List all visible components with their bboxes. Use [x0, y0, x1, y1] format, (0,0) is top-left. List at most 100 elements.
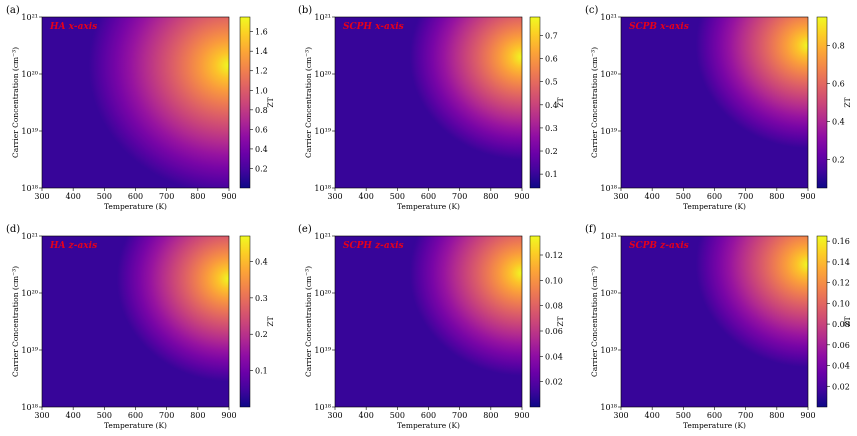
- x-tick-label: 700: [159, 411, 174, 420]
- colorbar-tick-label: 0.12: [545, 251, 563, 260]
- colorbar-tick-label: 0.7: [545, 31, 558, 40]
- colorbar-tick-label: 1.4: [255, 47, 268, 56]
- y-tick-label: 10²¹: [314, 13, 331, 22]
- colorbar-tick-label: 0.2: [255, 164, 268, 173]
- inset-title: SCPB z-axis: [629, 241, 689, 251]
- y-tick-label: 10²⁰: [600, 70, 617, 79]
- x-tick-label: 400: [359, 192, 374, 201]
- x-axis-label: Temperature (K): [104, 202, 167, 211]
- x-axis-label: Temperature (K): [683, 421, 746, 430]
- colorbar-tick-label: 0.1: [255, 367, 268, 376]
- x-tick-label: 400: [66, 411, 81, 420]
- colorbar-tick-label: 0.2: [545, 147, 558, 156]
- x-tick-label: 500: [97, 192, 112, 201]
- panel-f: (f) SCPB z-axis 300 400 500 600 700 800 900 10¹⁸ 1…: [585, 224, 852, 430]
- colorbar-tick-label: 0.02: [832, 382, 850, 391]
- x-tick-label: 900: [221, 192, 236, 201]
- panel-d: (d) HA z-axis 300 400 500 600 700 800 900 10¹⁸ 10¹…: [6, 224, 275, 430]
- panel-a: (a) HA x-axis 300 400 500 600 700 800 900 10¹⁸ 10¹…: [6, 5, 275, 211]
- panel-b: (b) SCPH x-axis 300 400 500 600 700 800 900 10¹⁸ 1…: [298, 5, 565, 211]
- colorbar-tick-label: 0.4: [255, 257, 268, 266]
- y-tick-label: 10²¹: [21, 13, 38, 22]
- y-tick-label: 10²⁰: [21, 289, 38, 298]
- colorbar-tick-label: 0.6: [832, 80, 845, 89]
- x-tick-label: 300: [34, 192, 49, 201]
- colorbar-tick-label: 0.16: [832, 237, 850, 246]
- colorbar-tick-label: 0.2: [255, 330, 268, 339]
- y-tick-label: 10²¹: [314, 232, 331, 241]
- colorbar: [529, 16, 541, 189]
- x-tick-label: 500: [390, 192, 405, 201]
- x-tick-label: 400: [645, 411, 660, 420]
- colorbar-label: ZT: [556, 97, 565, 107]
- heatmap-surface: [335, 17, 522, 188]
- colorbar-tick-label: 0.5: [545, 78, 558, 87]
- x-tick-label: 900: [514, 411, 529, 420]
- heatmap-surface: [42, 236, 229, 407]
- x-tick-label: 500: [676, 411, 691, 420]
- panel-e: (e) SCPH z-axis 300 400 500 600 700 800 900 10¹⁸ 1…: [298, 224, 565, 430]
- inset-title: HA z-axis: [49, 241, 97, 251]
- x-tick-label: 800: [190, 192, 205, 201]
- heatmap-surface: [621, 17, 808, 188]
- y-tick-label: 10²⁰: [21, 70, 38, 79]
- x-tick-label: 600: [128, 192, 143, 201]
- y-axis-label: Carrier Concentration (cm⁻³): [304, 266, 313, 377]
- x-tick-label: 700: [738, 192, 753, 201]
- x-tick-label: 300: [34, 411, 49, 420]
- colorbar-tick-label: 0.2: [832, 156, 845, 165]
- x-tick-label: 600: [421, 411, 436, 420]
- colorbar-tick-label: 0.6: [545, 55, 558, 64]
- x-tick-label: 600: [707, 192, 722, 201]
- panel-c: (c) SCPB x-axis 300 400 500 600 700 800 900 10¹⁸ 1…: [585, 5, 852, 211]
- x-tick-label: 300: [613, 411, 628, 420]
- x-tick-label: 900: [221, 411, 236, 420]
- x-tick-label: 800: [769, 192, 784, 201]
- panel-label: (c): [585, 5, 599, 16]
- y-tick-label: 10²¹: [21, 232, 38, 241]
- y-tick-label: 10²⁰: [314, 70, 331, 79]
- colorbar-label: ZT: [266, 316, 275, 326]
- inset-title: SCPB x-axis: [629, 22, 689, 32]
- y-tick-label: 10¹⁹: [600, 127, 617, 136]
- colorbar: [816, 235, 828, 408]
- y-tick-label: 10¹⁹: [21, 127, 38, 136]
- x-tick-label: 700: [452, 411, 467, 420]
- colorbar: [816, 16, 828, 189]
- panel-label: (f): [585, 224, 597, 235]
- y-axis-label: Carrier Concentration (cm⁻³): [11, 266, 20, 377]
- panel-label: (e): [298, 224, 312, 235]
- x-tick-label: 400: [66, 192, 81, 201]
- heatmap-surface: [42, 17, 229, 188]
- colorbar-tick-label: 0.10: [832, 299, 850, 308]
- y-tick-label: 10¹⁹: [314, 346, 331, 355]
- colorbar-tick-label: 0.3: [255, 294, 268, 303]
- x-tick-label: 700: [452, 192, 467, 201]
- x-tick-label: 700: [738, 411, 753, 420]
- colorbar-tick-label: 0.4: [255, 145, 268, 154]
- colorbar: [239, 235, 251, 408]
- colorbar-tick-label: 1.0: [255, 86, 268, 95]
- x-tick-label: 900: [800, 411, 815, 420]
- x-tick-label: 800: [190, 411, 205, 420]
- colorbar-tick-label: 1.2: [255, 67, 268, 76]
- y-tick-label: 10¹⁸: [314, 403, 331, 412]
- x-axis-label: Temperature (K): [397, 202, 460, 211]
- y-tick-label: 10¹⁸: [21, 403, 38, 412]
- x-tick-label: 700: [159, 192, 174, 201]
- colorbar-tick-label: 1.6: [255, 28, 268, 37]
- y-axis-label: Carrier Concentration (cm⁻³): [590, 47, 599, 158]
- colorbar-label: ZT: [266, 97, 275, 107]
- colorbar-tick-label: 0.1: [545, 170, 558, 179]
- y-axis-label: Carrier Concentration (cm⁻³): [304, 47, 313, 158]
- y-tick-label: 10¹⁹: [21, 346, 38, 355]
- colorbar-tick-label: 0.06: [832, 341, 850, 350]
- inset-title: SCPH z-axis: [343, 241, 404, 251]
- colorbar-tick-label: 0.4: [545, 101, 558, 110]
- colorbar: [239, 16, 251, 189]
- colorbar-tick-label: 0.8: [255, 106, 268, 115]
- y-tick-label: 10¹⁸: [21, 184, 38, 193]
- x-tick-label: 500: [97, 411, 112, 420]
- x-tick-label: 600: [421, 192, 436, 201]
